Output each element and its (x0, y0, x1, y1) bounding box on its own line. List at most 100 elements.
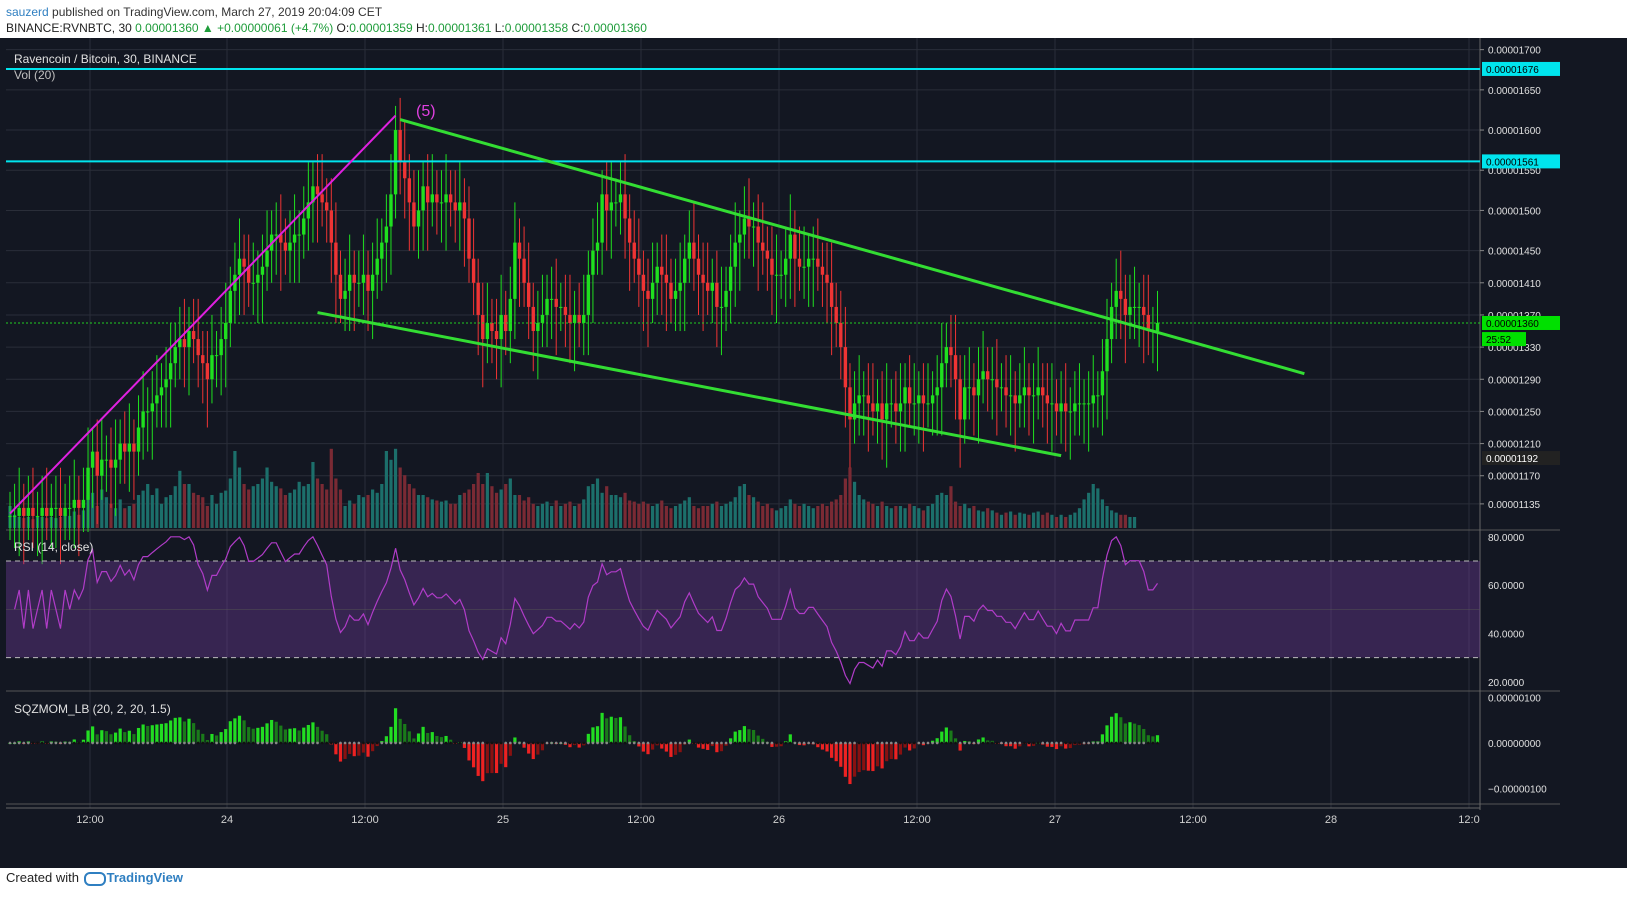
candle-body (45, 507, 49, 516)
volume-bar (669, 508, 673, 528)
candle-body (150, 403, 154, 412)
candle-body (494, 331, 499, 340)
squeeze-dot (619, 741, 622, 745)
x-tick-label: 26 (773, 814, 785, 826)
volume-bar (788, 499, 792, 528)
squeeze-dot (775, 741, 778, 745)
momentum-bar (233, 718, 237, 743)
candle-body (549, 298, 554, 300)
squeeze-dot (247, 741, 250, 745)
volume-bar (908, 503, 912, 528)
squeeze-dot (155, 741, 159, 745)
candle-body (366, 274, 370, 291)
y-tick-label: 0.00001650 (1488, 86, 1541, 97)
volume-bar (885, 506, 889, 528)
candle-body (940, 363, 944, 388)
author-link[interactable]: sauzerd (6, 5, 49, 19)
squeeze-dot (729, 741, 732, 745)
candle-body (412, 202, 416, 227)
candle-body (816, 258, 820, 267)
momentum-bar (416, 733, 421, 743)
momentum-bar (536, 742, 540, 755)
volume-bar (784, 506, 788, 528)
momentum-bar (398, 718, 402, 743)
candle-body (724, 290, 728, 307)
squeeze-dot (210, 741, 214, 745)
price-tag-label: 0.00001360 (1486, 319, 1539, 330)
volume-bar (1132, 517, 1137, 528)
candle-body (972, 387, 976, 396)
momentum-bar (628, 735, 632, 743)
squeeze-dot (770, 741, 774, 745)
candle-body (788, 234, 792, 259)
candle-body (623, 194, 627, 219)
momentum-bar (976, 739, 981, 743)
footer-brand[interactable]: TradingView (106, 870, 183, 885)
candle-body (1146, 314, 1151, 332)
squeeze-dot (972, 741, 976, 745)
candle-body (86, 467, 90, 500)
chart-header: sauzerd published on TradingView.com, Ma… (0, 0, 1627, 38)
momentum-bar (738, 730, 742, 743)
y-tick-label: 0.00001550 (1488, 166, 1541, 177)
squeeze-dot (1082, 741, 1086, 745)
candle-body (710, 282, 714, 291)
candle-body (1054, 403, 1059, 412)
candle-body (582, 314, 586, 323)
momentum-bar (1054, 742, 1059, 750)
volume-bar (403, 475, 407, 528)
candle-body (8, 515, 12, 517)
candle-body (577, 314, 581, 323)
candle-body (421, 186, 425, 211)
momentum-bar (338, 742, 343, 762)
volume-bar (164, 497, 168, 528)
squeeze-dot (118, 741, 122, 745)
momentum-bar (494, 742, 499, 774)
momentum-bar (265, 723, 269, 743)
squeeze-dot (311, 741, 315, 745)
volume-bar (398, 467, 402, 528)
squeeze-dot (940, 741, 944, 745)
squeeze-dot (123, 741, 127, 745)
squeeze-dot (917, 741, 921, 745)
candle-body (848, 387, 852, 420)
momentum-bar (279, 725, 283, 743)
x-tick-label: 12:00 (627, 814, 655, 826)
candle-body (1064, 403, 1068, 412)
candle-body (949, 347, 953, 356)
x-tick-label: 12:00 (903, 814, 931, 826)
squeeze-dot (807, 741, 810, 745)
momentum-bar (435, 735, 439, 743)
candle-body (522, 258, 526, 283)
squeeze-dot (536, 741, 540, 745)
candle-body (953, 355, 958, 380)
volume-bar (1031, 512, 1036, 528)
volume-bar (582, 499, 586, 528)
price-tag-label: 0.00001192 (1486, 454, 1539, 465)
volume-bar (407, 484, 411, 528)
candle-body (1031, 395, 1036, 397)
x-tick-label: 28 (1325, 814, 1337, 826)
squeeze-dot (683, 741, 687, 745)
volume-bar (219, 492, 223, 528)
candle-body (357, 282, 361, 284)
volume-bar (522, 500, 526, 528)
volume-bar (178, 470, 182, 528)
candle-body (334, 242, 338, 275)
candle-body (416, 210, 421, 227)
candle-body (430, 194, 434, 203)
candle-body (912, 403, 916, 405)
candle-body (802, 266, 806, 268)
volume-bar (1013, 514, 1017, 528)
squeeze-dot (72, 741, 76, 745)
squeeze-dot (50, 741, 53, 745)
candle-body (343, 290, 347, 299)
volume-bar (871, 503, 875, 528)
squeeze-dot (348, 741, 351, 745)
momentum-bar (660, 742, 664, 749)
volume-bar (747, 495, 751, 528)
squeeze-dot (1119, 741, 1123, 745)
open-value: 0.00001359 (349, 21, 413, 35)
volume-bar (311, 462, 315, 528)
